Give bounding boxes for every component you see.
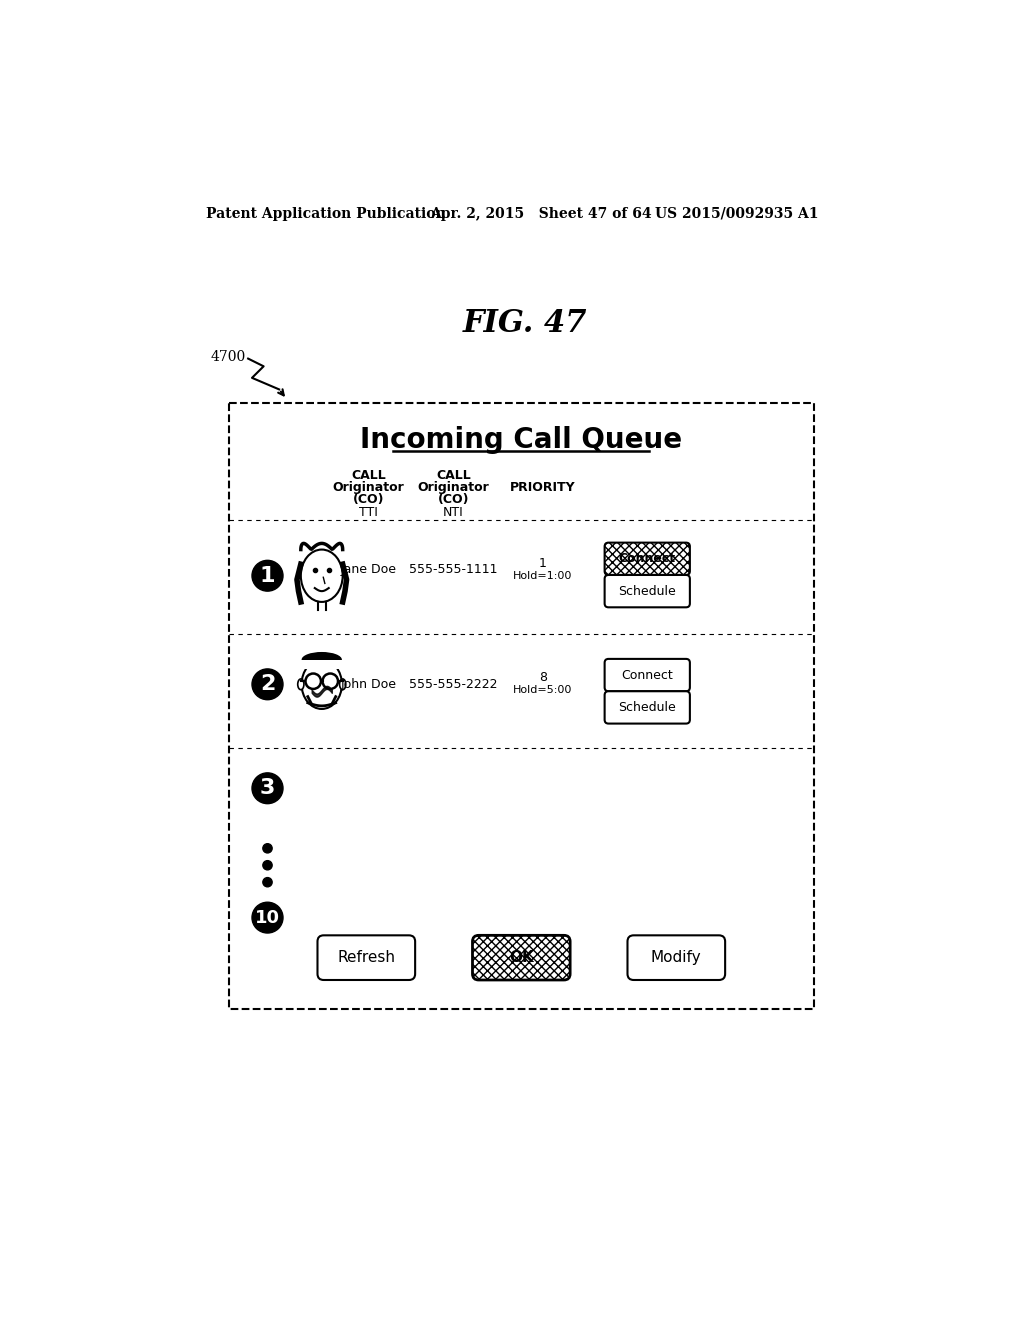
Text: Hold=1:00: Hold=1:00 [513, 570, 572, 581]
Text: US 2015/0092935 A1: US 2015/0092935 A1 [655, 207, 818, 220]
Text: Schedule: Schedule [618, 701, 676, 714]
Ellipse shape [298, 678, 304, 689]
Text: CALL: CALL [436, 469, 471, 482]
Text: CALL: CALL [351, 469, 386, 482]
FancyBboxPatch shape [228, 404, 814, 1010]
Text: 10: 10 [255, 908, 280, 927]
Text: Patent Application Publication: Patent Application Publication [206, 207, 445, 220]
FancyBboxPatch shape [604, 659, 690, 692]
Text: Schedule: Schedule [618, 585, 676, 598]
Circle shape [263, 843, 272, 853]
Text: OK: OK [509, 950, 534, 965]
Text: 8: 8 [539, 671, 547, 684]
Text: (CO): (CO) [437, 494, 469, 507]
Text: Jane Doe: Jane Doe [340, 564, 396, 576]
Bar [299, 660, 345, 669]
Text: Originator: Originator [418, 480, 489, 494]
Text: 1: 1 [260, 566, 275, 586]
Ellipse shape [340, 678, 346, 689]
FancyBboxPatch shape [317, 936, 415, 979]
Text: Connect: Connect [622, 668, 673, 681]
FancyBboxPatch shape [628, 936, 725, 979]
Ellipse shape [302, 660, 342, 709]
Text: 4700: 4700 [211, 350, 246, 364]
Text: NTI: NTI [443, 506, 464, 519]
Ellipse shape [302, 652, 342, 668]
Text: Refresh: Refresh [337, 950, 395, 965]
Text: Incoming Call Queue: Incoming Call Queue [360, 426, 682, 454]
Circle shape [323, 673, 338, 689]
Text: TTI: TTI [358, 506, 378, 519]
Text: FIG. 47: FIG. 47 [463, 309, 587, 339]
Circle shape [252, 669, 283, 700]
Circle shape [252, 903, 283, 933]
Text: John Doe: John Doe [340, 677, 396, 690]
Text: 1: 1 [539, 557, 547, 570]
Text: PRIORITY: PRIORITY [510, 480, 575, 494]
Text: (CO): (CO) [352, 494, 384, 507]
Circle shape [252, 560, 283, 591]
Circle shape [263, 861, 272, 870]
Text: Hold=5:00: Hold=5:00 [513, 685, 572, 694]
Text: 2: 2 [260, 675, 275, 694]
Text: Apr. 2, 2015   Sheet 47 of 64: Apr. 2, 2015 Sheet 47 of 64 [430, 207, 652, 220]
Text: Modify: Modify [651, 950, 701, 965]
Circle shape [263, 878, 272, 887]
Text: 3: 3 [260, 779, 275, 799]
Ellipse shape [301, 549, 343, 602]
Text: Connect: Connect [618, 552, 676, 565]
FancyBboxPatch shape [604, 692, 690, 723]
Text: 555-555-1111: 555-555-1111 [410, 564, 498, 576]
Circle shape [305, 673, 321, 689]
Text: Originator: Originator [333, 480, 404, 494]
Text: 555-555-2222: 555-555-2222 [410, 677, 498, 690]
Circle shape [252, 774, 283, 804]
FancyBboxPatch shape [604, 576, 690, 607]
